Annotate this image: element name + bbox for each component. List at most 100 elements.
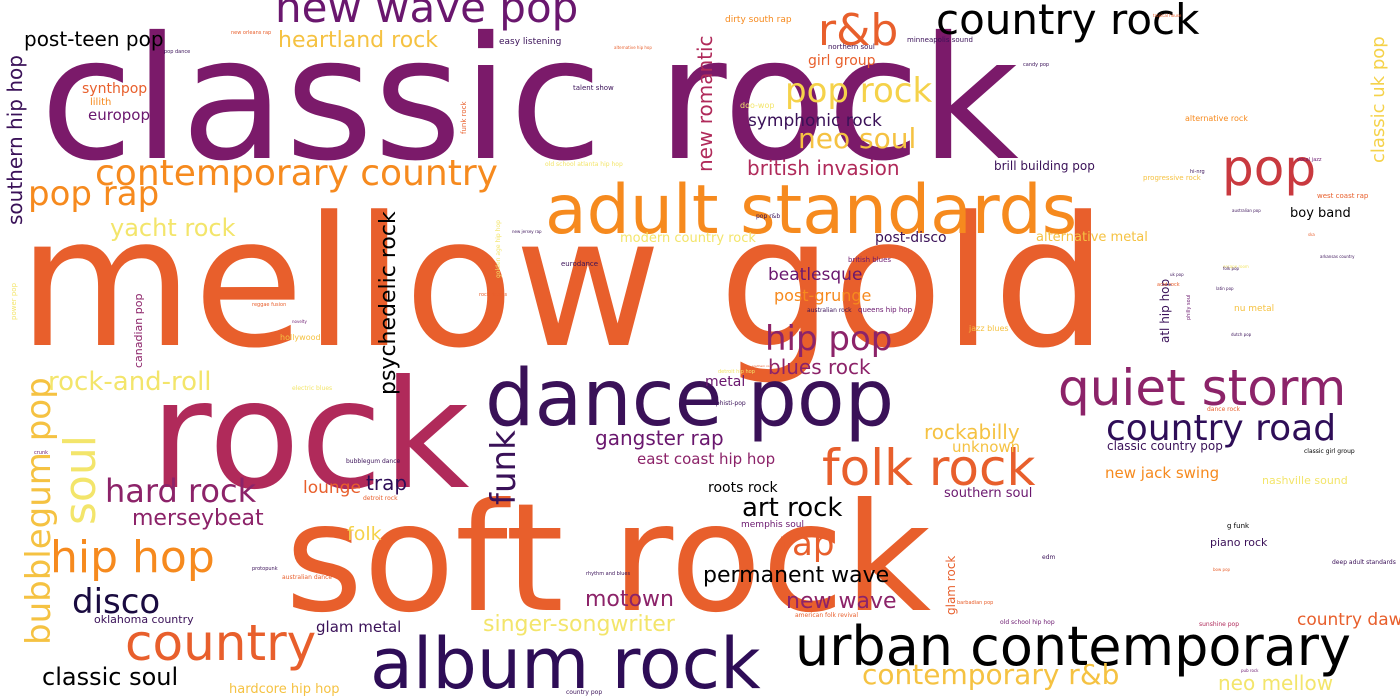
word-neo-mellow: neo mellow bbox=[1218, 671, 1333, 695]
word-glam-rock: glam rock bbox=[944, 556, 958, 615]
word-old-school-hip-hop: old school hip hop bbox=[1000, 619, 1055, 626]
word-lilith: lilith bbox=[90, 97, 111, 108]
word-rockabilly: rockabilly bbox=[924, 420, 1020, 444]
word-girl-group: girl group bbox=[808, 53, 876, 69]
word-new-wave: new wave bbox=[786, 589, 897, 614]
word-country-road: country road bbox=[1106, 408, 1336, 449]
word-escape-room: escape room bbox=[1223, 264, 1249, 269]
word-candy-pop: candy pop bbox=[1023, 62, 1049, 68]
word-acid-rock: acid rock bbox=[1157, 282, 1180, 288]
word-british-blues: british blues bbox=[848, 256, 891, 264]
word-g-funk: g funk bbox=[1227, 522, 1250, 530]
word-queens-hip-hop: queens hip hop bbox=[858, 306, 913, 314]
word-pop-randb: pop r&b bbox=[756, 213, 780, 220]
word-alternative-rock: alternative rock bbox=[1185, 114, 1248, 123]
word-country-rock: country rock bbox=[936, 0, 1200, 44]
word-novelty: novelty bbox=[292, 319, 307, 324]
word-country-pop: country pop bbox=[566, 689, 602, 696]
word-dance-rock: dance rock bbox=[1207, 406, 1240, 413]
word-classic-rock: classic rock bbox=[40, 1, 1019, 199]
word-album-rock: album rock bbox=[370, 623, 761, 700]
word-memphis-soul: memphis soul bbox=[741, 520, 804, 530]
word-australian-pop: australian pop bbox=[1232, 208, 1261, 213]
word-sophisti-pop: sophisti-pop bbox=[709, 400, 746, 407]
word-lounge: lounge bbox=[303, 478, 361, 498]
word-unknown: unknown bbox=[952, 438, 1020, 456]
word-alternative-metal: alternative metal bbox=[1036, 230, 1148, 245]
word-classic-soul: classic soul bbox=[42, 663, 178, 691]
word-merseybeat: merseybeat bbox=[132, 506, 264, 531]
word-east-coast-hip-hop: east coast hip hop bbox=[637, 450, 775, 468]
word-symphonic-rock: symphonic rock bbox=[748, 111, 882, 131]
word-boy-band: boy band bbox=[1290, 206, 1351, 221]
word-pop-rap: pop rap bbox=[28, 174, 159, 214]
word-british-invasion: british invasion bbox=[747, 156, 900, 180]
word-roots-rock: roots rock bbox=[708, 480, 779, 496]
word-motown: motown bbox=[585, 587, 674, 612]
word-american-folk-revival: american folk revival bbox=[795, 612, 858, 619]
word-adult-standards: adult standards bbox=[545, 171, 1077, 250]
word-deep-adult-standards: deep adult standards bbox=[1332, 559, 1396, 566]
word-piano-rock: piano rock bbox=[1210, 536, 1268, 549]
word-protopunk: protopunk bbox=[252, 566, 278, 572]
word-west-coast-rap: west coast rap bbox=[1317, 192, 1369, 200]
word-folk-pop: folk pop bbox=[1223, 266, 1240, 271]
word-pub-rock: pub rock bbox=[1241, 668, 1259, 673]
word-ska: ska bbox=[1308, 232, 1315, 237]
word-edm: edm bbox=[1042, 554, 1056, 561]
word-rap: rap bbox=[778, 524, 834, 564]
word-doo-wop: doo-wop bbox=[740, 101, 774, 110]
word-southern-hip-hop: southern hip hop bbox=[3, 55, 27, 225]
word-progressive-rock: progressive rock bbox=[1143, 174, 1202, 182]
word-pop-rock: pop rock bbox=[785, 71, 933, 111]
word-europop: europop bbox=[88, 106, 150, 124]
word-country: country bbox=[125, 614, 316, 672]
word-hi-nrg: hi-nrg bbox=[1190, 169, 1205, 175]
word-golden-age-hip-hop: golden age hip hop bbox=[495, 220, 502, 278]
word-bubblegum-pop: bubblegum pop bbox=[19, 377, 59, 645]
word-pop-dance: pop dance bbox=[164, 49, 190, 55]
word-australian-rock: australian rock bbox=[807, 307, 852, 314]
word-soul: soul bbox=[55, 435, 106, 525]
word-post-teen-pop: post-teen pop bbox=[24, 27, 164, 51]
word-bubblegum-dance: bubblegum dance bbox=[346, 458, 401, 465]
word-rock-and-roll: rock-and-roll bbox=[48, 367, 212, 397]
word-psychedelic-rock: psychedelic rock bbox=[376, 211, 401, 395]
word-hip-pop: hip pop bbox=[765, 319, 892, 359]
word-uk-pop: uk pop bbox=[1170, 272, 1184, 277]
word-metal: metal bbox=[705, 374, 745, 390]
word-detroit-hip-hop: detroit hip hop bbox=[718, 369, 755, 375]
word-barbadian-pop: barbadian pop bbox=[957, 600, 993, 606]
word-alternative-hip-hop: alternative hip hop bbox=[614, 45, 652, 50]
word-classic-country-pop: classic country pop bbox=[1107, 439, 1223, 453]
word-rock-drums: rock drums bbox=[479, 292, 508, 298]
word-dance-pop: dance pop bbox=[485, 354, 894, 444]
word-post-disco: post-disco bbox=[875, 230, 947, 246]
word-rhythm-and-blues: rhythm and blues bbox=[586, 571, 630, 577]
word-singer-songwriter: singer-songwriter bbox=[483, 612, 676, 637]
word-pop: pop bbox=[1222, 139, 1316, 197]
word-funk-rock: funk rock bbox=[460, 101, 468, 134]
word-nu-metal: nu metal bbox=[1234, 304, 1274, 314]
word-folk: folk bbox=[347, 523, 382, 545]
word-atl-hip-hop: atl hip hop bbox=[1158, 279, 1172, 343]
word-australian-dance: australian dance bbox=[282, 574, 332, 581]
word-gangster-rap: gangster rap bbox=[595, 426, 724, 450]
word-eurodance: eurodance bbox=[561, 260, 598, 268]
word-heartland-rock: heartland rock bbox=[278, 28, 438, 53]
word-disco: disco bbox=[72, 582, 160, 622]
word-glam-metal: glam metal bbox=[316, 618, 401, 636]
word-yacht-rock: yacht rock bbox=[110, 214, 236, 242]
word-new-jack-swing: new jack swing bbox=[1105, 464, 1219, 482]
word-randb: r&b bbox=[818, 5, 898, 56]
word-neo-soul: neo soul bbox=[798, 122, 916, 155]
word-contemporary-country: contemporary country bbox=[95, 153, 498, 194]
word-new-wave-pop: new wave pop bbox=[275, 0, 578, 32]
word-nashville-sound: nashville sound bbox=[1262, 474, 1348, 487]
word-sunshine-pop: sunshine pop bbox=[1199, 621, 1239, 628]
word-southern-soul: southern soul bbox=[944, 486, 1032, 501]
word-talent-show: talent show bbox=[573, 84, 614, 92]
word-tropical-house: tropical house bbox=[1153, 13, 1182, 18]
word-classic-girl-group: classic girl group bbox=[1304, 448, 1355, 455]
